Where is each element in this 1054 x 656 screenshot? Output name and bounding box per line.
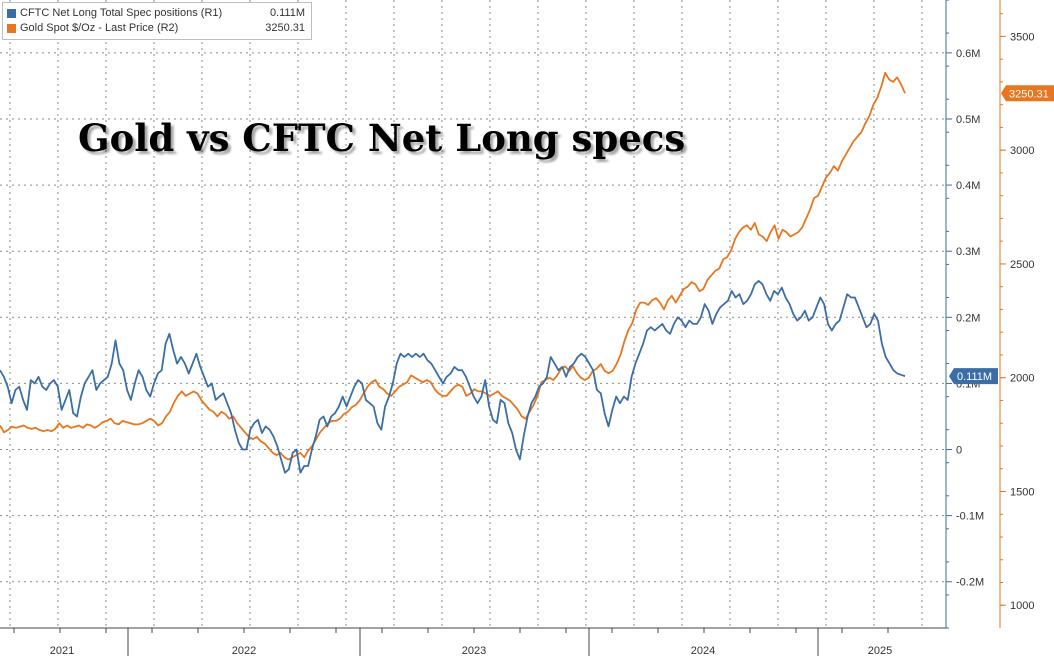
r2-tick-label: 3000 bbox=[1010, 145, 1034, 157]
legend: CFTC Net Long Total Spec positions (R1) … bbox=[2, 2, 312, 40]
r1-tick-label: 0.2M bbox=[956, 312, 980, 324]
r1-tick-label: 0.5M bbox=[956, 114, 980, 126]
cftc-net-long-line bbox=[0, 279, 906, 474]
gold-last-value-badge-text: 3250.31 bbox=[1009, 88, 1049, 100]
x-axis-label: 2021 bbox=[50, 645, 74, 656]
cftc-last-value-badge-text: 0.111M bbox=[957, 371, 992, 383]
chart-title: Gold vs CFTC Net Long specs bbox=[78, 116, 686, 160]
r2-axis: 1000 1500 2000 2500 3000 3500 bbox=[999, 0, 1034, 628]
r1-tick-label: 0.3M bbox=[956, 246, 980, 258]
legend-value-gold: 3250.31 bbox=[265, 22, 305, 34]
gold-last-value-badge-bg bbox=[1001, 85, 1054, 102]
gold-price-line bbox=[0, 71, 906, 461]
x-axis-label: 2025 bbox=[868, 645, 892, 656]
x-axis-label: 2024 bbox=[691, 645, 715, 656]
r1-tick-label: -0.2M bbox=[956, 577, 984, 589]
legend-label-cftc: CFTC Net Long Total Spec positions (R1) bbox=[20, 7, 223, 19]
x-axis-label: 2023 bbox=[462, 645, 486, 656]
x-axis: 2021 2022 2023 2024 2025 bbox=[0, 627, 946, 656]
gridlines bbox=[0, 0, 946, 628]
legend-swatch-gold bbox=[7, 24, 16, 33]
last-value-badges: 0.111M 3250.31 bbox=[949, 85, 1054, 385]
legend-swatch-cftc bbox=[7, 9, 16, 18]
r1-tick-label: -0.1M bbox=[956, 511, 984, 523]
legend-item-gold: Gold Spot $/Oz - Last Price (R2) 3250.31 bbox=[7, 21, 305, 36]
legend-label-gold: Gold Spot $/Oz - Last Price (R2) bbox=[20, 22, 179, 34]
legend-item-cftc: CFTC Net Long Total Spec positions (R1) … bbox=[7, 6, 305, 21]
r1-tick-label: 0.4M bbox=[956, 180, 980, 192]
r2-tick-label: 2500 bbox=[1010, 259, 1034, 271]
r1-tick-label: 0 bbox=[956, 445, 962, 457]
series-lines bbox=[0, 71, 906, 474]
r2-tick-label: 1000 bbox=[1010, 600, 1034, 612]
legend-value-cftc: 0.111M bbox=[269, 7, 305, 19]
r2-tick-label: 1500 bbox=[1010, 486, 1034, 498]
r1-tick-label: 0.6M bbox=[956, 48, 980, 60]
r2-tick-label: 2000 bbox=[1010, 373, 1034, 385]
r2-tick-label: 3500 bbox=[1010, 31, 1034, 43]
x-axis-label: 2022 bbox=[232, 645, 256, 656]
cftc-last-value-badge-bg bbox=[949, 368, 998, 385]
